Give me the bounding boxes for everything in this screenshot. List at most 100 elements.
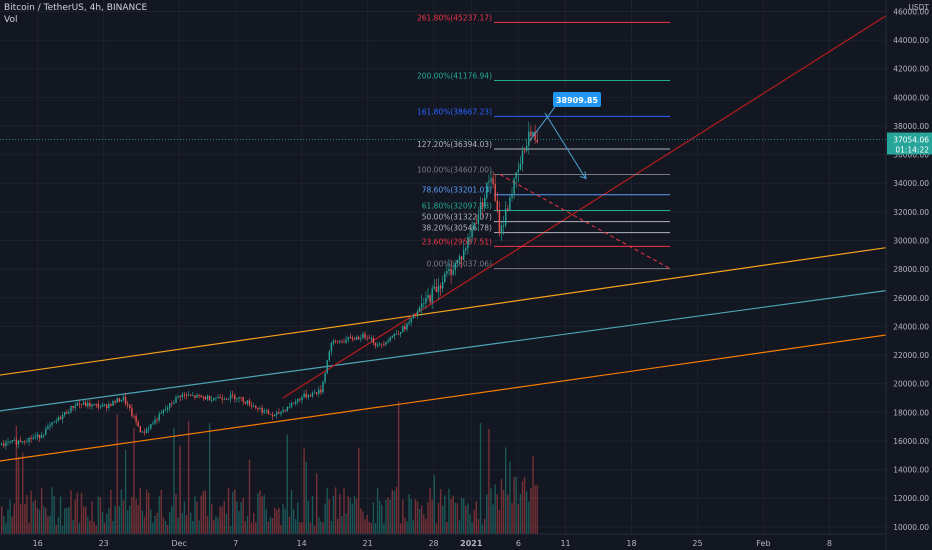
- candle-body: [313, 392, 316, 394]
- candle-body: [72, 405, 74, 408]
- volume-bar: [177, 517, 179, 534]
- volume-bar: [158, 496, 160, 534]
- trend-line[interactable]: [0, 334, 887, 462]
- volume-bar: [385, 499, 387, 534]
- candle-body: [364, 333, 366, 338]
- candle-body: [498, 210, 501, 234]
- candle-body: [368, 337, 370, 339]
- candle-body: [410, 318, 412, 323]
- candle-body: [290, 403, 293, 407]
- candle-body: [271, 415, 274, 417]
- candle-body: [13, 439, 15, 441]
- candle-body: [57, 417, 60, 421]
- volume-bar: [156, 512, 158, 534]
- candle-body: [334, 340, 337, 342]
- volume-bar: [526, 491, 528, 534]
- volume-bar: [3, 516, 5, 534]
- candle-body: [118, 398, 120, 402]
- candle-body: [1, 443, 3, 446]
- volume-bar: [276, 510, 278, 534]
- candle-body: [143, 431, 146, 433]
- volume-bar: [211, 504, 213, 534]
- trend-line[interactable]: [0, 247, 887, 376]
- candle-body: [376, 344, 379, 346]
- volume-bar: [80, 492, 83, 534]
- candle-body: [393, 333, 396, 337]
- candle-body: [70, 405, 72, 413]
- volume-bar: [30, 490, 32, 534]
- volume-bar: [439, 489, 442, 534]
- candle-body: [261, 408, 263, 413]
- volume-bar: [5, 522, 7, 534]
- candle-body: [463, 250, 465, 260]
- volume-bar: [259, 490, 261, 534]
- volume-bar: [274, 507, 276, 534]
- candle-body: [234, 395, 236, 400]
- volume-bar: [43, 506, 45, 534]
- candle-body: [110, 404, 112, 406]
- volume-bar: [469, 514, 471, 534]
- candle-body: [479, 202, 482, 215]
- candle-body: [194, 395, 196, 398]
- y-axis-tick-label: 34000.00: [893, 179, 929, 188]
- volume-bar: [448, 488, 450, 534]
- candle-body: [80, 404, 83, 405]
- candle-body: [425, 297, 427, 304]
- candle-body: [446, 271, 448, 274]
- candle-body: [217, 396, 219, 399]
- volume-bar: [509, 461, 511, 534]
- volume-bar: [95, 525, 97, 534]
- y-axis-tick-label: 38000.00: [893, 122, 929, 131]
- candle-body: [221, 398, 223, 400]
- candle-body: [404, 326, 406, 330]
- candle-body: [303, 393, 305, 398]
- y-axis-tick-label: 14000.00: [893, 466, 929, 475]
- volume-bar: [206, 516, 209, 534]
- trend-line[interactable]: [0, 290, 887, 412]
- volume-bar: [381, 504, 383, 534]
- volume-bar: [372, 502, 375, 534]
- volume-bar: [120, 489, 123, 534]
- candle-body: [517, 169, 519, 173]
- projection-arrow[interactable]: [544, 112, 586, 178]
- candle-body: [198, 395, 200, 396]
- candle-body: [265, 410, 267, 411]
- volume-bar: [47, 516, 49, 534]
- candle-body: [196, 395, 198, 398]
- volume-bar: [465, 505, 467, 534]
- volume-bar: [437, 502, 440, 534]
- symbol-title[interactable]: Bitcoin / TetherUS, 4h, BINANCE: [4, 3, 148, 13]
- volume-bar: [303, 448, 305, 534]
- candle-body: [311, 392, 314, 397]
- candle-body: [160, 412, 162, 414]
- candle-body: [93, 404, 95, 405]
- candle-body: [190, 394, 192, 396]
- candle-body: [101, 404, 104, 407]
- candle-body: [175, 397, 177, 403]
- volume-bar: [51, 487, 53, 534]
- volume-bar: [330, 520, 333, 534]
- candle-body: [169, 403, 171, 408]
- candle-body: [492, 178, 494, 184]
- trend-line[interactable]: [282, 15, 887, 399]
- candle-body: [412, 314, 414, 319]
- candle-body: [326, 360, 328, 374]
- candle-body: [397, 333, 400, 335]
- candle-body: [240, 397, 242, 398]
- callout-box[interactable]: [553, 92, 601, 107]
- candle-body: [156, 419, 158, 421]
- volume-bar: [265, 508, 267, 534]
- volume-bar: [471, 522, 473, 534]
- y-axis-tick-label: 26000.00: [893, 294, 929, 303]
- volume-bar: [536, 484, 538, 534]
- volume-bar: [334, 487, 337, 534]
- candle-body: [421, 303, 423, 308]
- candle-body: [473, 222, 475, 230]
- candle-body: [242, 397, 244, 402]
- candle-body: [76, 403, 78, 406]
- fib-trend-line[interactable]: [499, 174, 671, 270]
- candle-body: [202, 396, 204, 398]
- volume-bar: [143, 516, 146, 534]
